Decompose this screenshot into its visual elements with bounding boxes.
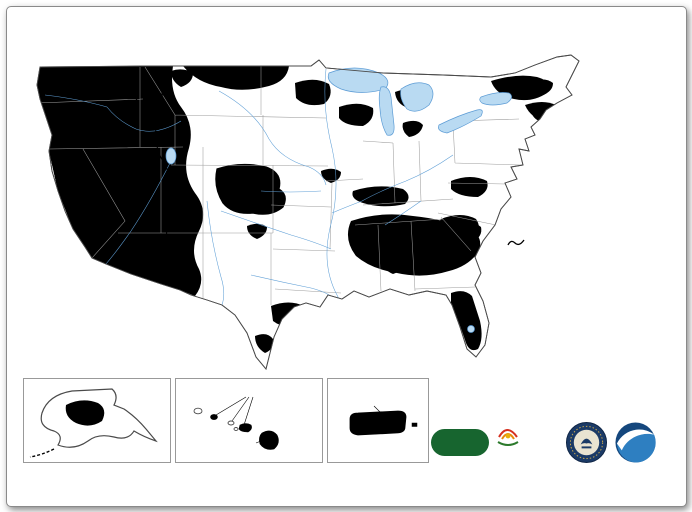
state-borders bbox=[37, 66, 522, 305]
drought-monitor-page bbox=[6, 6, 687, 507]
intensity-legend bbox=[507, 317, 675, 320]
lake-ontario bbox=[479, 92, 512, 106]
great-lakes bbox=[165, 67, 512, 333]
alaska-inset bbox=[23, 378, 171, 463]
lake-huron bbox=[400, 82, 434, 112]
great-salt-lake bbox=[165, 147, 177, 165]
short-term-definition bbox=[507, 250, 675, 261]
noaa-logo bbox=[615, 421, 656, 463]
usda-logo bbox=[431, 428, 489, 456]
ndmc-logo bbox=[497, 429, 519, 446]
agency-logos bbox=[431, 419, 677, 465]
alaska-map bbox=[29, 388, 158, 458]
aleutian-islands bbox=[29, 448, 55, 458]
impact-boundary-icon bbox=[507, 239, 525, 246]
callout-lines bbox=[215, 396, 262, 444]
lake-erie bbox=[438, 109, 483, 134]
impact-contours bbox=[80, 65, 175, 292]
lake-okeechobee bbox=[467, 325, 475, 333]
long-term-definition bbox=[507, 265, 675, 276]
commerce-seal-logo bbox=[565, 421, 608, 463]
hawaii-map bbox=[193, 396, 279, 450]
puerto-rico-map bbox=[349, 405, 418, 436]
us-drought-map bbox=[36, 54, 580, 370]
lake-michigan bbox=[378, 86, 395, 136]
puerto-rico-inset bbox=[327, 378, 429, 463]
hawaii-inset bbox=[175, 378, 323, 463]
callout-line bbox=[373, 405, 381, 413]
rivers bbox=[44, 68, 454, 306]
impact-types-legend bbox=[507, 235, 675, 280]
delineates-row bbox=[507, 238, 675, 247]
